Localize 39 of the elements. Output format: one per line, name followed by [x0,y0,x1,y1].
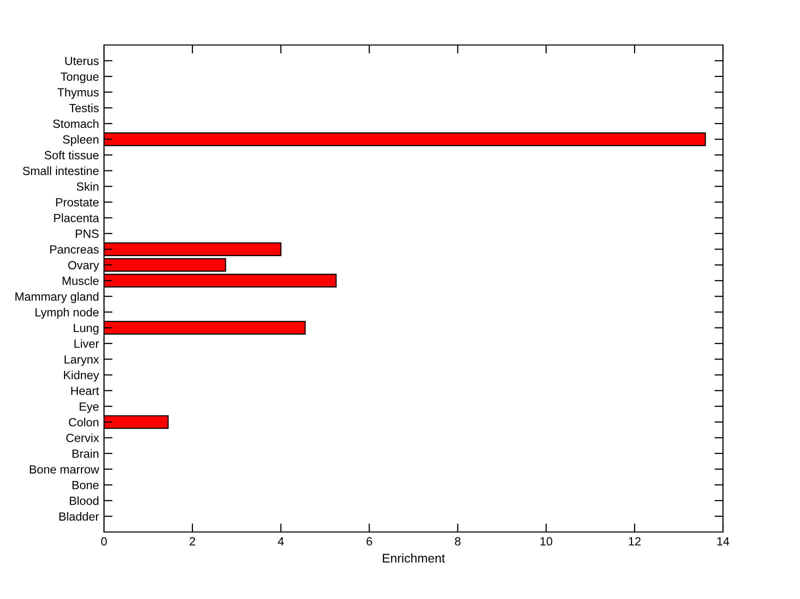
y-tick-label: Bladder [59,512,99,521]
x-tick-label: 6 [366,537,372,546]
y-tick-label: Kidney [64,370,100,382]
x-tick-label: 2 [190,537,196,546]
x-tick-label: 8 [454,537,460,546]
y-tick-label: Liver [74,339,99,348]
x-tick-label: 0 [101,537,107,546]
y-tick-label: Larynx [64,355,100,366]
y-tick-label: Muscle [62,276,99,286]
y-tick-label: Bone [72,481,99,490]
y-tick-label: Prostate [56,198,99,206]
y-tick-label: Soft tissue [44,150,99,160]
y-tick-label: Testis [69,104,99,112]
y-tick-label: Heart [71,386,100,396]
y-tick-label: Brain [72,449,98,458]
y-tick-label: Ovary [68,260,100,272]
x-tick-label: 14 [717,537,730,546]
y-tick-label: Bone marrow [30,465,100,474]
x-tick-label: 12 [628,537,641,546]
y-tick-label: Lymph node [36,308,99,319]
y-tick-label: Lung [74,324,98,334]
y-tick-label: Blood [70,496,98,505]
y-tick-label: Spleen [62,134,98,146]
x-axis-title: Enrichment [382,553,446,563]
y-tick-label: Tongue [60,72,99,84]
y-tick-label: Small intestine [22,166,99,176]
x-tick-label: 4 [278,537,284,546]
y-tick-label: Pancreas [50,245,99,254]
y-tick-label: Uterus [65,56,99,66]
x-tick-label: 10 [540,537,552,546]
y-tick-label: Mammary gland [15,292,98,304]
y-tick-label: Thymus [57,88,99,99]
y-tick-label: Placenta [54,214,100,222]
y-tick-label: Eye [80,402,99,414]
y-tick-label: Stomach [53,119,98,128]
y-tick-label: Cervix [66,433,100,442]
y-tick-label: Colon [68,418,98,426]
y-tick-label: PNS [76,230,99,238]
y-tick-label: Skin [76,182,98,191]
